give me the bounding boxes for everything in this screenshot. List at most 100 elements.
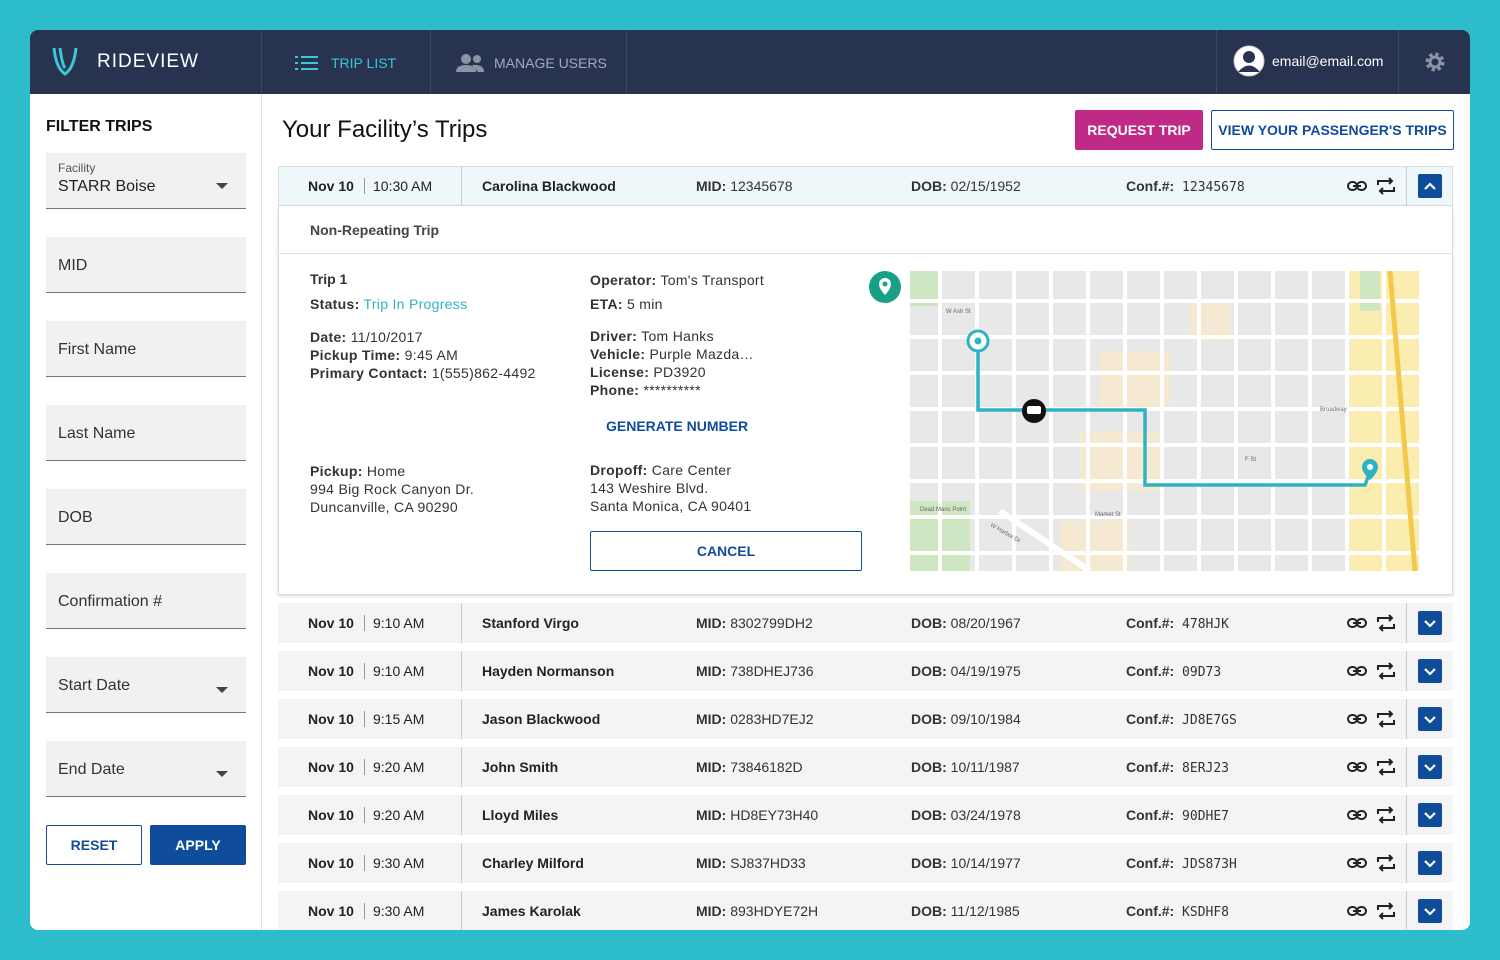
link-icon[interactable] — [1347, 711, 1367, 727]
map-label: W Ash St — [946, 309, 971, 315]
trip-row[interactable] — [278, 651, 1453, 691]
field-label: DOB: — [911, 807, 947, 823]
link-icon[interactable] — [1347, 855, 1367, 871]
filter-field[interactable] — [46, 489, 246, 545]
separator — [364, 178, 365, 194]
detail-pair: ETA: 5 min — [590, 295, 663, 313]
field-label: MID: — [696, 178, 727, 194]
filter-field[interactable] — [46, 405, 246, 461]
reset-button[interactable]: RESET — [46, 825, 142, 865]
field-pair: MID: 738DHEJ736 — [696, 662, 814, 680]
separator — [364, 807, 365, 823]
expand-button[interactable] — [1418, 755, 1442, 779]
field-placeholder: MID — [58, 257, 88, 274]
trip-row[interactable] — [278, 795, 1453, 835]
repeat-icon[interactable] — [1376, 805, 1396, 825]
passenger-name: Charley Milford — [482, 855, 584, 871]
repeat-icon[interactable] — [1376, 176, 1396, 196]
trip-row[interactable] — [278, 747, 1453, 787]
column-divider — [1406, 699, 1407, 739]
settings-icon[interactable] — [1424, 51, 1446, 73]
expand-button[interactable] — [1418, 659, 1442, 683]
repeat-icon[interactable] — [1376, 709, 1396, 729]
address-line: 994 Big Rock Canyon Dr. — [310, 481, 475, 497]
repeat-icon[interactable] — [1376, 613, 1396, 633]
map[interactable]: W Ash St Broadway F St Market St Dead Ma… — [910, 270, 1423, 574]
trip-row[interactable] — [278, 603, 1453, 643]
page-title: Your Facility’s Trips — [282, 116, 488, 143]
facility-select[interactable] — [46, 153, 246, 209]
field-value: 478HJK — [1174, 617, 1230, 632]
detail-label: Status: — [310, 296, 360, 312]
expand-button[interactable] — [1418, 899, 1442, 923]
trip-time: 9:10 AM — [373, 663, 425, 679]
avatar — [1233, 45, 1265, 77]
field-label: MID: — [696, 663, 727, 679]
passenger-name: Lloyd Miles — [482, 807, 559, 823]
nav-divider — [626, 30, 627, 94]
column-divider — [461, 795, 462, 835]
field-pair: DOB: 08/20/1967 — [911, 614, 1021, 632]
repeat-icon[interactable] — [1376, 901, 1396, 921]
field-value: 90DHE7 — [1174, 809, 1230, 824]
expand-button[interactable] — [1418, 803, 1442, 827]
link-icon[interactable] — [1347, 615, 1367, 631]
detail-value: PD3920 — [649, 364, 706, 380]
trip-row[interactable] — [278, 843, 1453, 883]
users-icon — [456, 53, 486, 73]
repeat-icon[interactable] — [1376, 757, 1396, 777]
repeat-icon[interactable] — [1376, 853, 1396, 873]
cancel-button[interactable]: CANCEL — [590, 531, 862, 571]
repeat-icon[interactable] — [1376, 661, 1396, 681]
detail-label: Operator: — [590, 272, 657, 288]
nav-divider — [1398, 30, 1399, 94]
field-pair: Conf.#: KSDHF8 — [1126, 902, 1229, 920]
filter-field[interactable] — [46, 657, 246, 713]
field-label: Conf.#: — [1126, 855, 1175, 871]
filter-field[interactable] — [46, 741, 246, 797]
map-label: Market St — [1095, 512, 1121, 518]
expand-button[interactable] — [1418, 851, 1442, 875]
request-trip-button[interactable]: REQUEST TRIP — [1075, 110, 1203, 150]
field-value: STARR Boise — [58, 178, 156, 195]
column-divider — [461, 843, 462, 883]
column-divider — [1406, 603, 1407, 643]
field-label: Conf.#: — [1126, 903, 1175, 919]
detail-label: Phone: — [590, 382, 640, 398]
detail-label: Vehicle: — [590, 346, 646, 362]
trip-row[interactable] — [278, 166, 1453, 206]
detail-label: ETA: — [590, 296, 623, 312]
map-label: Broadway — [1320, 407, 1347, 413]
column-divider — [1406, 747, 1407, 787]
expand-button[interactable] — [1418, 611, 1442, 635]
detail-value: Care Center — [647, 462, 732, 478]
apply-button[interactable]: APPLY — [150, 825, 246, 865]
trip-repeat: Non-Repeating Trip — [310, 222, 440, 238]
field-value: JDS873H — [1174, 857, 1237, 872]
detail-label: Pickup Time: — [310, 347, 401, 363]
field-value: 04/19/1975 — [946, 663, 1021, 679]
column-divider — [1406, 891, 1407, 930]
filter-field[interactable] — [46, 237, 246, 293]
field-pair: MID: 12345678 — [696, 177, 793, 195]
trip-row[interactable] — [278, 891, 1453, 930]
generate-number[interactable]: GENERATE NUMBER — [606, 418, 749, 434]
trip-row[interactable] — [278, 699, 1453, 739]
link-icon[interactable] — [1347, 663, 1367, 679]
link-icon[interactable] — [1347, 178, 1367, 194]
trip-date: Nov 10 — [308, 807, 354, 823]
link-icon[interactable] — [1347, 903, 1367, 919]
field-pair: Conf.#: 8ERJ23 — [1126, 758, 1229, 776]
detail-value: Trip In Progress — [359, 296, 468, 312]
user-email[interactable]: email@email.com — [1272, 53, 1384, 69]
column-divider — [1406, 843, 1407, 883]
expand-button[interactable] — [1418, 174, 1442, 198]
link-icon[interactable] — [1347, 807, 1367, 823]
link-icon[interactable] — [1347, 759, 1367, 775]
sidebar-divider — [261, 94, 262, 930]
filter-field[interactable] — [46, 573, 246, 629]
filter-field[interactable] — [46, 321, 246, 377]
view-trips-button[interactable]: VIEW YOUR PASSENGER'S TRIPS — [1211, 110, 1454, 150]
field-value: 12345678 — [726, 178, 793, 194]
expand-button[interactable] — [1418, 707, 1442, 731]
